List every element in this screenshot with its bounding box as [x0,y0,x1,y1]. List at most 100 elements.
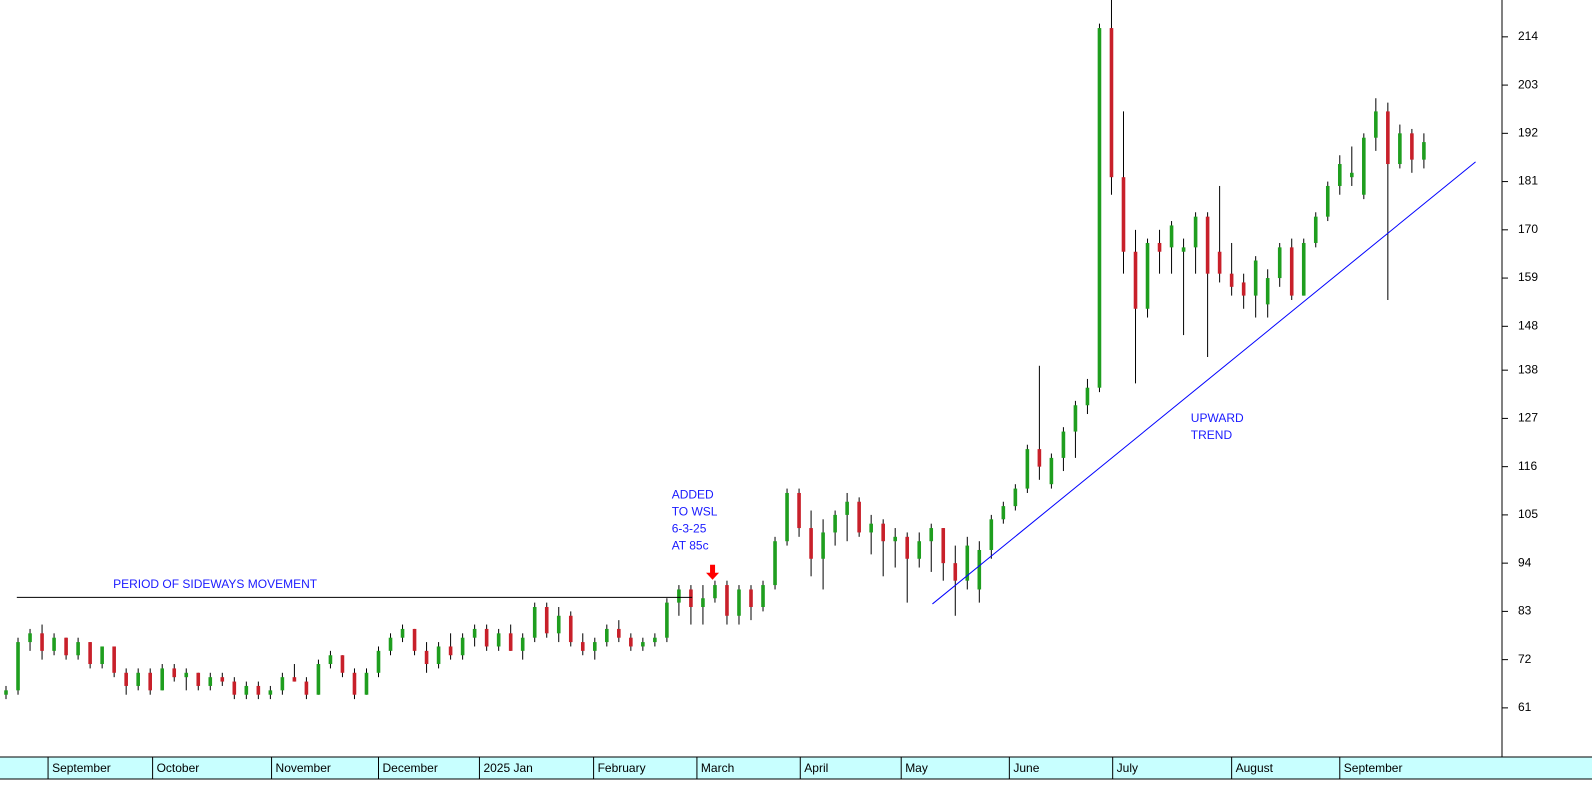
candle-body [1313,216,1318,243]
x-tick-label: May [905,761,928,775]
y-tick-label: 170 [1518,222,1538,236]
candle-body [869,523,873,533]
candle-body [292,677,297,682]
candle-body [941,528,946,564]
candle-body [713,585,717,599]
candle-body [1049,457,1054,485]
candle-body [1145,242,1150,309]
candle-body [1289,247,1294,296]
candle-body [797,492,801,529]
candle-body [400,628,405,638]
candle-body [352,672,357,695]
candle-body [424,650,429,665]
candle-body [304,681,309,695]
y-tick-label: 105 [1518,507,1538,521]
candle-body [88,642,92,665]
candle-body [28,633,32,643]
x-tick-label: November [276,761,331,775]
candle-body [857,501,861,533]
candle-body [809,528,813,559]
candle-body [953,563,958,581]
candle-body [1301,242,1306,296]
candle-body [653,637,657,643]
candle-body [641,642,645,647]
x-tick-label: June [1013,761,1039,775]
candle-body [280,677,285,691]
time-axis-bar [0,757,1592,779]
candle-body [845,501,849,515]
candle-body [737,589,741,616]
candle-body [1325,185,1330,217]
x-tick-label: 2025 Jan [483,761,532,775]
candle-body [160,668,165,691]
x-tick-label: September [1344,761,1403,775]
candle-body [388,637,393,651]
x-tick-label: August [1236,761,1274,775]
candle-body [677,589,681,603]
annotation-text: AT 85c [672,538,709,552]
candle-body [532,607,537,638]
candle-body [1133,251,1138,309]
candle-body [244,685,249,695]
candle-body [701,598,705,608]
candle-body [605,628,609,643]
candle-body [1410,133,1414,160]
candle-body [761,585,765,608]
annotation-text: TREND [1191,428,1233,442]
y-tick-label: 127 [1518,411,1538,425]
y-tick-label: 116 [1518,459,1537,473]
candle-body [689,589,693,608]
candle-body [1374,111,1378,138]
candle-body [917,541,922,559]
candle-body [1001,506,1006,520]
x-tick-label: March [701,761,734,775]
candle-body [484,628,489,647]
candle-body [16,642,20,691]
candle-body [520,637,525,651]
annotation-text: ADDED [672,487,714,501]
candle-body [773,541,777,586]
annotation-text: 6-3-25 [672,521,707,535]
candle-body [556,615,561,634]
candle-body [905,536,910,559]
candle-body [172,668,177,678]
candle-body [544,607,549,634]
candle-body [1229,273,1234,287]
candle-body [1109,28,1114,178]
candle-body [1193,216,1198,248]
candle-body [100,646,104,665]
candle-body [1362,137,1366,195]
candle-body [448,646,453,656]
candle-body [508,633,513,651]
candle-body [1037,449,1042,467]
candle-body [1097,28,1102,388]
candle-body [436,646,441,665]
x-tick-label: September [52,761,111,775]
candle-body [592,642,597,651]
candle-body [617,628,621,638]
candle-body [1337,164,1342,186]
candle-body [929,528,934,542]
candle-body [496,633,501,647]
y-tick-label: 72 [1518,652,1532,666]
candle-body [568,615,573,643]
candle-body [184,672,189,678]
candle-body [785,492,789,542]
candle-body [580,642,585,651]
plot-area [4,0,1476,700]
candle-body [1157,242,1162,252]
candle-body [725,585,729,616]
y-tick-label: 138 [1518,362,1538,376]
y-tick-label: 83 [1518,604,1532,618]
candle-body [893,536,897,542]
candle-body [472,628,477,638]
candle-body [136,672,140,686]
candle-body [1398,133,1402,165]
candle-body [4,690,8,695]
annotation-text: TO WSL [672,504,718,518]
x-tick-label: February [598,761,646,775]
candle-body [40,633,44,651]
candle-body [881,523,885,542]
annotation-text: UPWARD [1191,411,1244,425]
